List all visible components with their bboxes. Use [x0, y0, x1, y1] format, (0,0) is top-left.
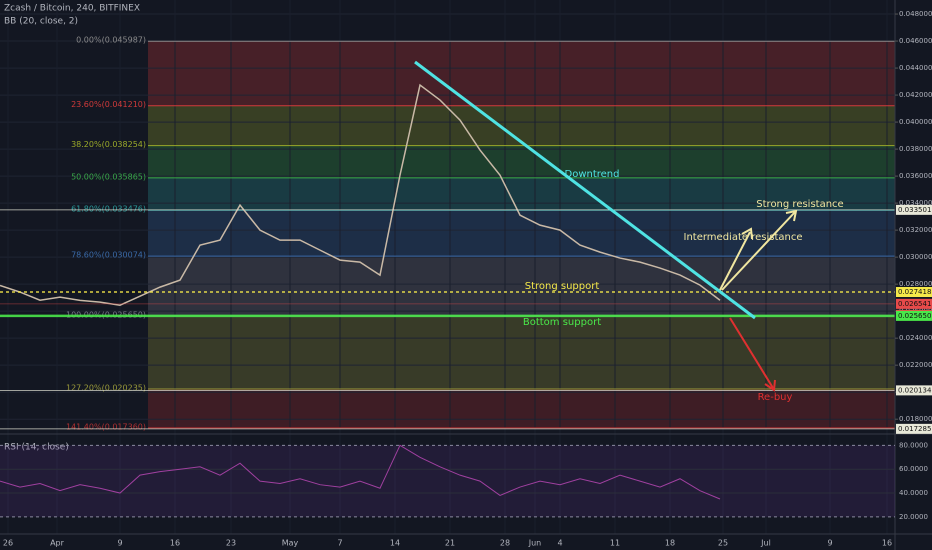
- fib-label: 141.40%(0.017360): [66, 422, 146, 431]
- fib-zone: [148, 145, 895, 178]
- rsi-tick-label: 40.0000: [899, 489, 928, 497]
- arrow: [721, 211, 796, 291]
- rsi-tick-label: 60.0000: [899, 465, 928, 473]
- arrow: [719, 231, 751, 291]
- price-tag-label: 0.020134: [898, 386, 932, 394]
- x-tick-label: 4: [557, 539, 562, 548]
- rsi-band: [0, 445, 895, 517]
- price-tag: [896, 310, 932, 321]
- x-tick-label: 11: [610, 539, 620, 548]
- price-tag-label: 0.025650: [898, 312, 931, 320]
- x-tick-label: 7: [337, 539, 342, 548]
- chart-title: Zcash / Bitcoin, 240, BITFINEX: [4, 4, 140, 14]
- arrow-head: [764, 379, 776, 392]
- y-tick-label: 0.040000: [899, 118, 932, 126]
- x-tick-label: 9: [827, 539, 832, 548]
- fib-label: 127.20%(0.020235): [66, 384, 146, 393]
- rsi-tick-label: 80.0000: [899, 441, 928, 449]
- fib-zone: [148, 105, 895, 146]
- arrow-head: [785, 209, 798, 222]
- annotation: Re-buy: [758, 392, 793, 403]
- indicator-label: BB (20, close, 2): [4, 17, 78, 27]
- price-tag-label: 0.017285: [898, 425, 931, 433]
- annotation: Intermediate resistance: [684, 232, 803, 243]
- fib-label: 50.00%(0.035865): [71, 172, 146, 181]
- y-tick-label: 0.044000: [899, 64, 932, 72]
- fib-zone: [148, 210, 895, 257]
- arrows: [719, 209, 798, 392]
- annotation: Downtrend: [565, 169, 620, 180]
- x-tick-label: 21: [445, 539, 455, 548]
- fib-zone: [148, 256, 895, 316]
- x-tick-label: 16: [882, 539, 892, 548]
- x-tick-label: 28: [500, 539, 510, 548]
- x-tick-label: Jun: [528, 539, 542, 548]
- arrow: [729, 317, 774, 389]
- y-tick-label: 0.028000: [899, 280, 932, 288]
- y-tick-label: 0.034000: [899, 199, 932, 207]
- rsi-tick-label: 20.0000: [899, 513, 928, 521]
- y-tick-label: 0.042000: [899, 91, 932, 99]
- price-tag: [896, 298, 932, 309]
- downtrend-line: [414, 60, 756, 320]
- x-tick-label: 25: [718, 539, 728, 548]
- y-tick-label: 0.036000: [899, 172, 932, 180]
- price-tag-label: 0.027418: [898, 288, 931, 296]
- fib-label: 78.60%(0.030074): [71, 251, 146, 260]
- fib-zone: [148, 177, 895, 211]
- x-tick-label: 9: [117, 539, 122, 548]
- fib-zone: [148, 389, 895, 428]
- x-tick-label: Apr: [50, 539, 65, 548]
- arrow-head: [741, 227, 753, 240]
- y-tick-label: 0.032000: [899, 226, 932, 234]
- fib-label: 23.60%(0.041210): [71, 100, 146, 109]
- price-tag-label: 0.026541: [898, 300, 931, 308]
- x-tick-label: 14: [390, 539, 400, 548]
- fib-label: 38.20%(0.038254): [71, 140, 146, 149]
- fib-label: 0.00%(0.045987): [76, 36, 146, 45]
- x-tick-label: May: [282, 539, 299, 548]
- x-tick-label: 26: [3, 539, 13, 548]
- annotation: Bottom support: [523, 317, 601, 328]
- price-tag: [896, 423, 932, 434]
- fib-zone: [148, 315, 895, 390]
- rsi-line: [0, 444, 721, 500]
- price-tag: [896, 287, 932, 298]
- y-tick-label: 0.018000: [899, 415, 932, 423]
- y-tick-label: 0.030000: [899, 253, 932, 261]
- price-tag: [896, 204, 932, 215]
- y-tick-label: 0.022000: [899, 361, 932, 369]
- price-line: [0, 83, 721, 306]
- y-tick-label: 0.046000: [899, 37, 932, 45]
- annotation: Strong resistance: [756, 199, 843, 210]
- x-tick-label: Jul: [760, 539, 771, 548]
- y-tick-label: 0.024000: [899, 334, 932, 342]
- x-tick-label: 18: [665, 539, 675, 548]
- fib-zone: [148, 41, 895, 106]
- rsi-title: RSI (14, close): [4, 443, 69, 453]
- fib-label: 61.80%(0.033476): [71, 205, 146, 214]
- y-tick-label: 0.038000: [899, 145, 932, 153]
- y-tick-label: 0.048000: [899, 10, 932, 18]
- x-tick-label: 16: [170, 539, 180, 548]
- annotation: Strong support: [525, 281, 600, 292]
- x-tick-label: 23: [226, 539, 236, 548]
- price-tag: [896, 385, 932, 396]
- price-tag-label: 0.033501: [898, 206, 931, 214]
